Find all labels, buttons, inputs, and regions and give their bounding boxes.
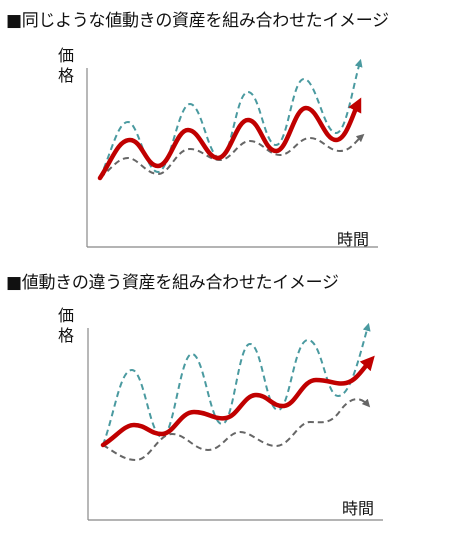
y-axis-label-char: 格 — [57, 326, 74, 345]
y-axis-label-char: 価 — [57, 306, 74, 325]
panel-heading: ■値動きの違う資産を組み合わせたイメージ — [6, 273, 339, 293]
x-axis-label: 時間 — [337, 230, 370, 249]
axes — [86, 68, 378, 248]
chart-different — [87, 322, 383, 521]
panel-heading: ■同じような値動きの資産を組み合わせたイメージ — [6, 11, 389, 31]
asset-a-line — [102, 322, 371, 446]
combined-line — [97, 97, 362, 181]
chart-similar — [86, 58, 378, 248]
combined-line — [100, 355, 375, 448]
y-axis-label-char: 価 — [57, 46, 74, 65]
axes — [87, 328, 383, 521]
y-axis-label-char: 格 — [57, 66, 74, 85]
panel-different-assets: ■値動きの違う資産を組み合わせたイメージ 価 格 時間 — [0, 262, 450, 537]
asset-b-line — [99, 133, 365, 179]
asset-a-line — [99, 58, 363, 179]
panel-similar-assets: ■同じような値動きの資産を組み合わせたイメージ 価 格 時間 — [0, 0, 450, 260]
x-axis-label: 時間 — [342, 499, 375, 518]
asset-b-line — [102, 398, 371, 462]
